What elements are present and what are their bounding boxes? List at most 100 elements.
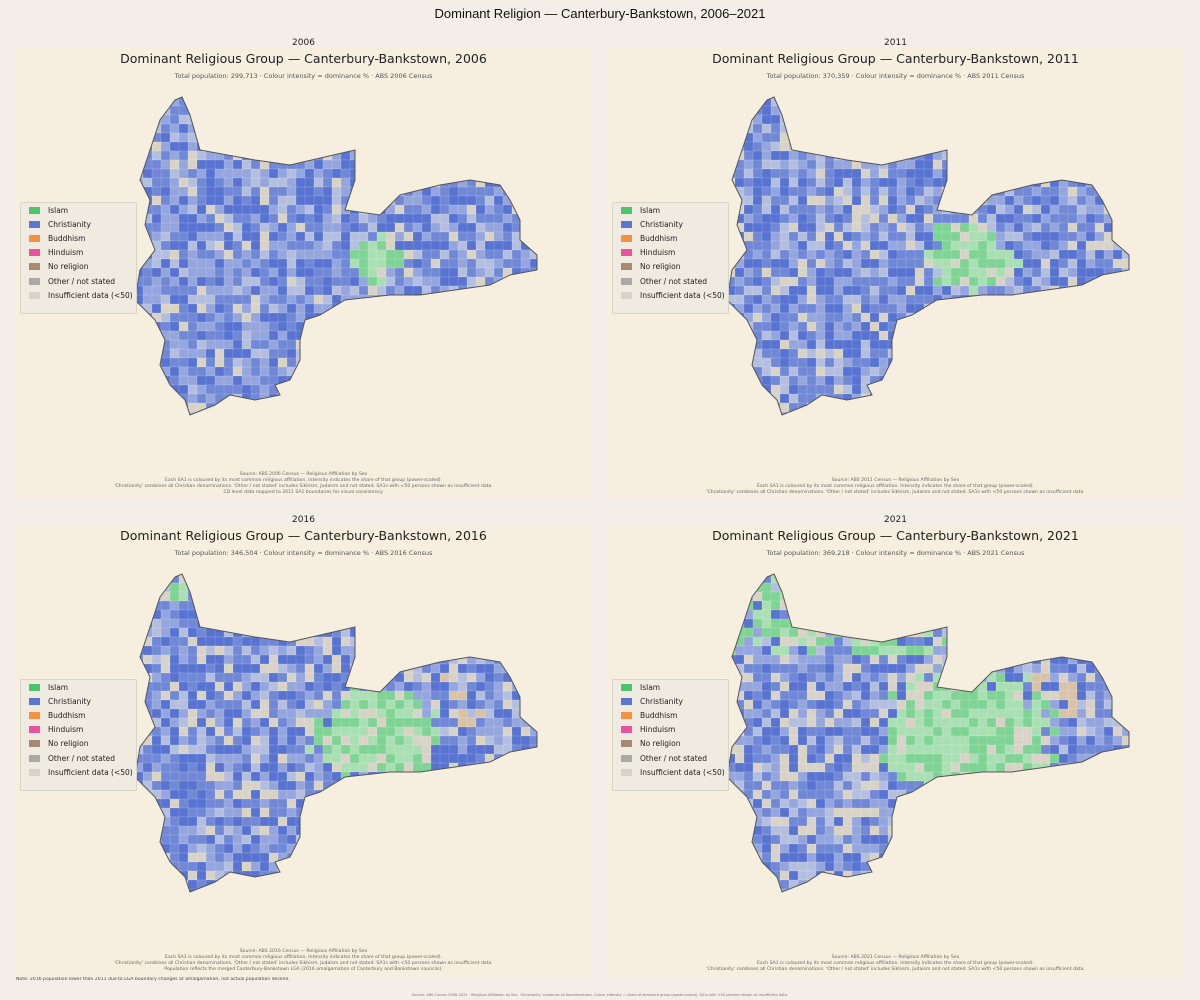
sa1-cell [259,375,270,387]
sa1-cell [1004,141,1017,155]
sa1-cell [986,357,999,372]
sa1-cell [457,780,469,795]
sa1-cell [484,574,495,576]
sa1-cell [196,789,207,800]
sa1-cell [1067,294,1083,307]
sa1-cell [959,303,973,317]
sa1-cell [286,582,302,593]
sa1-cell [1076,384,1087,396]
sa1-cell [349,123,360,136]
sa1-cell [1041,421,1052,433]
sa1-cell [529,699,537,713]
sa1-cell [313,574,326,577]
sa1-cell [439,574,454,586]
sa1-cell [1067,177,1078,189]
sa1-cell [404,421,418,431]
sa1-cell [959,141,973,152]
sa1-cell [520,574,531,576]
sa1-cell [196,600,212,613]
sa1-cell [1076,339,1090,351]
sa1-cell [727,402,732,415]
legend: Islam Christianity Buddhism Hinduism No reli… [20,202,137,314]
sa1-cell [1131,376,1141,387]
sa1-cell [1049,366,1061,379]
sa1-cell [349,609,360,624]
sa1-cell [457,600,470,611]
sa1-cell [187,97,200,99]
sa1-cell [448,339,462,354]
sa1-cell [448,681,460,692]
sa1-cell [824,321,835,333]
sa1-cell [376,294,391,307]
sa1-cell [403,771,416,783]
sa1-cell [529,366,537,377]
sa1-cell [539,322,550,331]
sa1-cell [286,618,302,631]
sa1-cell [502,159,515,173]
sa1-cell [734,357,746,370]
sa1-cell [1013,366,1029,378]
sa1-cell [1049,375,1065,390]
sa1-cell [259,213,270,225]
sa1-cell [529,339,537,351]
sa1-cell [824,114,836,126]
sa1-cell [878,132,894,145]
sa1-cell [502,276,517,292]
sa1-cell [358,411,372,415]
sa1-cell [1112,321,1125,335]
sa1-cell [529,393,537,406]
sa1-cell [842,97,857,99]
sa1-cell [851,97,862,110]
sa1-cell [268,123,281,138]
sa1-cell [376,303,391,317]
sa1-cell [529,645,537,659]
sa1-cell [1049,303,1065,314]
sa1-cell [250,609,265,620]
sa1-cell [376,771,393,785]
sa1-cell [412,105,424,116]
sa1-cell [323,421,337,431]
sa1-cell [367,168,381,182]
sa1-cell [493,618,509,630]
sa1-cell [824,97,835,110]
sa1-cell [205,582,217,597]
sa1-cell [394,132,407,144]
sa1-cell [548,367,560,381]
sa1-cell [170,421,183,431]
legend-label: Other / not stated [48,276,116,286]
sa1-cell [259,798,270,809]
sa1-cell [214,402,227,415]
sa1-cell [1103,285,1119,298]
sa1-cell [385,636,399,650]
sa1-cell [816,421,829,432]
sa1-cell [367,141,383,156]
sa1-cell [941,321,954,332]
sa1-cell [520,654,534,666]
sa1-cell [968,105,980,120]
sa1-cell [376,574,387,588]
sa1-cell [197,421,212,430]
sa1-cell [1085,312,1096,326]
sa1-cell [421,780,435,795]
sa1-cell [376,348,389,361]
sa1-cell [520,159,536,174]
sa1-cell [475,591,490,605]
sa1-cell [368,421,381,433]
sa1-cell [313,384,327,399]
sa1-cell [869,402,884,413]
sa1-cell [313,114,324,129]
sa1-cell [457,132,468,144]
sa1-cell [493,97,509,98]
sa1-cell [727,132,729,146]
sa1-cell [439,105,455,119]
sa1-cell [475,159,491,171]
sa1-cell [439,97,453,100]
sa1-cell [295,97,311,110]
sa1-cell [295,366,307,380]
sa1-cell [448,114,459,125]
sa1-cell [196,97,210,111]
sa1-cell [959,114,971,128]
sa1-cell [304,339,320,352]
sa1-cell [752,411,768,415]
sa1-cell [403,132,420,148]
